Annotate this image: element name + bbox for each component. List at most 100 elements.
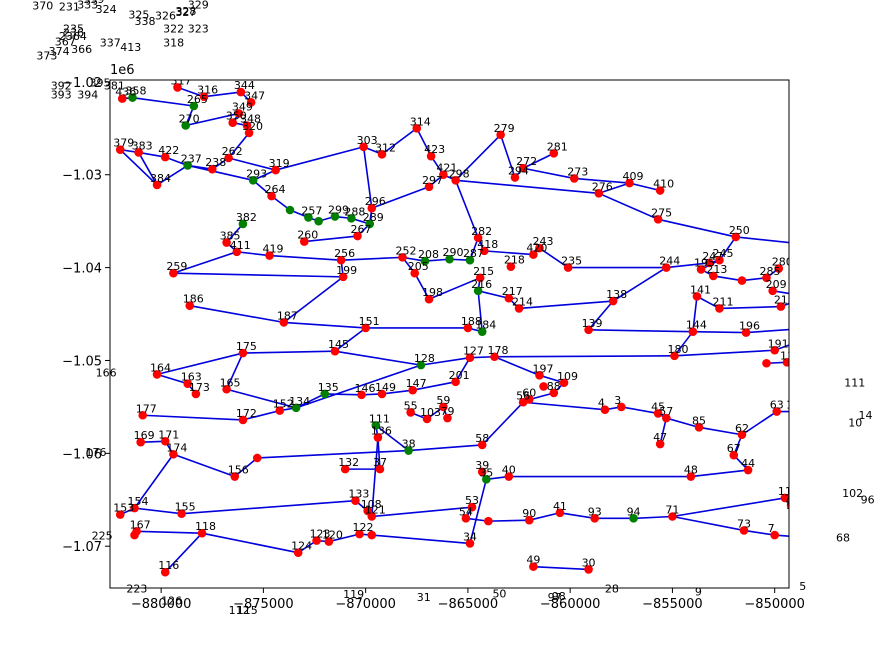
node-label-71: 71: [665, 503, 679, 516]
node-411: [232, 247, 242, 257]
node-250: [731, 232, 741, 242]
node-label-111: 111: [369, 412, 390, 425]
node-label-385: 385: [220, 230, 241, 243]
node-label-235: 235: [561, 255, 582, 268]
node-label-423: 423: [424, 143, 445, 156]
node-label-136: 136: [371, 425, 392, 438]
node-422: [160, 152, 170, 162]
edge-184b-183: [805, 360, 815, 363]
outside-label-176: 176: [85, 446, 106, 459]
node-label-60: 60: [522, 386, 536, 399]
edge-95-75: [816, 512, 832, 518]
node-265b: [285, 205, 295, 215]
node-90: [524, 515, 534, 525]
node-211: [715, 304, 724, 313]
node-201: [451, 377, 460, 387]
node-245: [715, 255, 724, 265]
edge-175-164: [156, 352, 244, 376]
node-214b: [539, 382, 548, 391]
node-label-294: 294: [508, 165, 529, 178]
node-287: [465, 255, 475, 265]
node-116: [160, 567, 170, 577]
outside-label-2364: 2364: [59, 30, 87, 43]
edge-193-190: [795, 328, 811, 343]
edge-128b-34: [371, 534, 471, 545]
node-label-40: 40: [502, 464, 516, 477]
node-128: [416, 360, 426, 370]
node-63: [772, 407, 782, 416]
edge-111-38: [375, 424, 410, 452]
node-label-312: 312: [375, 141, 396, 154]
node-349: [234, 109, 244, 118]
node-185: [826, 358, 835, 367]
node-label-319: 319: [269, 157, 290, 170]
y-tick-label-4: −1.06: [62, 447, 102, 462]
node-label-72: 72: [784, 492, 798, 505]
node-label-196: 196: [739, 320, 760, 333]
x-tick-label-5: −855000: [642, 597, 703, 612]
node-132: [340, 464, 350, 474]
node-label-127: 127: [463, 345, 484, 358]
node-label-215: 215: [473, 265, 494, 278]
node-label-167: 167: [130, 518, 151, 531]
node-350: [228, 118, 238, 128]
y-tick-label-5: −1.07: [62, 540, 102, 555]
outside-label-10: 10: [848, 416, 862, 429]
node-177: [138, 410, 148, 420]
node-label-174: 174: [166, 441, 187, 454]
outside-label-395: 395: [90, 77, 111, 90]
edge-279-294: [499, 134, 516, 178]
node-55: [406, 408, 415, 417]
node-267: [353, 231, 362, 241]
edge-184-216: [477, 290, 484, 332]
node-188b: [762, 358, 771, 368]
node-label-146: 146: [355, 382, 376, 395]
node-label-216: 216: [471, 278, 492, 291]
node-67: [729, 450, 739, 460]
outside-label-14: 14: [859, 409, 873, 422]
node-label-257: 257: [301, 204, 322, 217]
node-label-290: 290: [443, 246, 464, 259]
node-52: [788, 510, 789, 514]
edge-65-185: [809, 362, 829, 380]
node-285: [762, 273, 771, 283]
node-196: [741, 328, 751, 337]
node-270: [181, 121, 190, 130]
outside-label-126: 126: [161, 595, 182, 608]
node-label-421: 421: [436, 162, 457, 175]
x-tick-label-3: −865000: [438, 597, 499, 612]
node-label-256: 256: [334, 247, 355, 260]
node-label-349: 349: [232, 100, 253, 113]
x-tick-label-2: −870000: [335, 597, 396, 612]
node-label-299: 299: [328, 204, 349, 217]
node-383: [134, 148, 143, 157]
node-label-94: 94: [627, 505, 641, 518]
node-label-214: 214: [512, 295, 533, 308]
node-419: [265, 251, 274, 260]
node-label-90: 90: [522, 507, 536, 520]
node-93: [590, 514, 600, 523]
node-label-184: 184: [475, 319, 496, 332]
node-54: [461, 514, 471, 523]
edge-296-303: [362, 146, 373, 209]
node-label-107: 107: [815, 527, 836, 540]
edge-383-422: [138, 151, 166, 158]
node-label-383: 383: [132, 139, 153, 152]
edge-121-53: [371, 506, 473, 518]
node-30: [584, 565, 593, 574]
node-label-211: 211: [712, 295, 733, 308]
outside-label-98: 98: [552, 590, 566, 603]
node-128b: [367, 530, 377, 540]
outside-label-323: 323: [188, 23, 209, 36]
node-label-73: 73: [737, 517, 751, 530]
node-175: [238, 348, 248, 358]
node-label-201: 201: [449, 369, 470, 382]
outside-label-393: 393: [51, 89, 72, 102]
node-268: [314, 216, 323, 226]
node-label-411: 411: [230, 239, 251, 252]
node-210: [803, 292, 812, 301]
node-label-4: 4: [598, 397, 605, 410]
node-label-134: 134: [289, 395, 310, 408]
node-279: [496, 130, 505, 140]
